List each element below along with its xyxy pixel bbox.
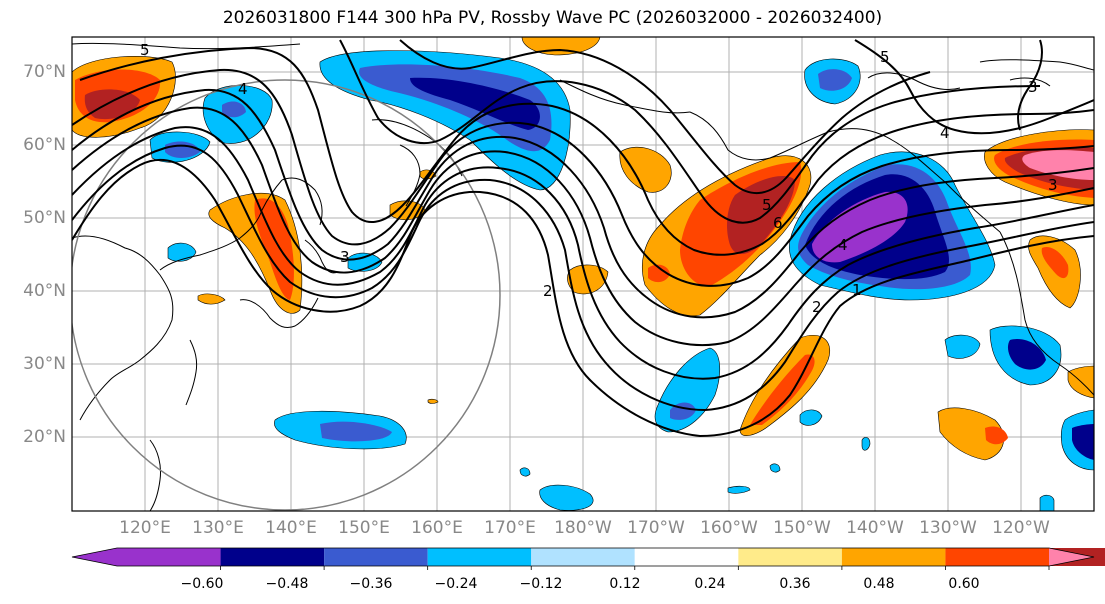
- contour-line: [1017, 39, 1043, 131]
- lon-label: 130°W: [919, 518, 977, 538]
- lon-label: 170°W: [627, 518, 685, 538]
- contour-line: [72, 144, 1094, 412]
- contour-label: 4: [238, 80, 248, 98]
- coastlines: [72, 42, 1094, 511]
- lon-label: 140°E: [265, 518, 317, 538]
- map-title: 2026031800 F144 300 hPa PV, Rossby Wave …: [222, 8, 883, 28]
- colorbar-tick-label: −0.12: [519, 576, 563, 592]
- contour-line: [72, 68, 1094, 287]
- lon-label: 150°E: [338, 518, 390, 538]
- lat-label: 30°N: [23, 354, 66, 374]
- colorbar-tick-label: −0.60: [180, 576, 224, 592]
- contour-label: 5: [880, 48, 890, 66]
- contour-line: [72, 159, 1094, 438]
- colorbar-tick-label: −0.24: [434, 576, 478, 592]
- colorbar-tick-label: 0.60: [948, 576, 980, 592]
- map-frame: [71, 36, 1095, 512]
- reference-circle: [72, 79, 501, 511]
- lon-label: 160°E: [411, 518, 463, 538]
- colorbar-tick-label: 0.48: [863, 576, 895, 592]
- colorbar-tick-label: −0.48: [265, 576, 309, 592]
- contour-label: 4: [838, 236, 848, 254]
- lat-label: 60°N: [23, 135, 66, 155]
- colorbar-tick-label: 0.12: [609, 576, 641, 592]
- contour-label: 4: [940, 124, 950, 142]
- anomaly-min-core: [812, 191, 908, 263]
- lon-label: 160°W: [700, 518, 758, 538]
- contour-label: 3: [340, 248, 350, 266]
- colorbar-tick-label: −0.36: [349, 576, 393, 592]
- contour-line: [79, 46, 1094, 256]
- pv-contours: [72, 39, 1094, 438]
- pv-anomaly-shading: [72, 37, 1094, 511]
- contour-label: 1: [852, 281, 862, 299]
- contour-label: 5: [140, 41, 150, 59]
- lon-label: 120°W: [992, 518, 1050, 538]
- lat-label: 20°N: [23, 427, 66, 447]
- lon-label: 180°W: [554, 518, 612, 538]
- lon-label: 120°E: [119, 518, 171, 538]
- contour-labels: 5 4 3 2 6 5 4 2 1 3 4 5 3: [140, 41, 1058, 316]
- lon-label: 150°W: [773, 518, 831, 538]
- contour-label: 3: [1028, 78, 1038, 96]
- contour-line: [72, 88, 1094, 319]
- lat-label: 40°N: [23, 281, 66, 301]
- contour-line: [72, 126, 1094, 380]
- contour-label: 2: [543, 282, 553, 300]
- contour-label: 2: [812, 298, 822, 316]
- colorbar-tick-label: 0.24: [694, 576, 726, 592]
- lon-label: 140°W: [846, 518, 904, 538]
- contour-line: [854, 39, 1094, 135]
- lat-label: 50°N: [23, 208, 66, 228]
- contour-label: 6: [773, 214, 783, 232]
- lon-label: 170°E: [484, 518, 536, 538]
- lon-label: 130°E: [192, 518, 244, 538]
- contour-label: 3: [1048, 176, 1058, 194]
- colorbar-tick-label: 0.36: [779, 576, 811, 592]
- contour-line: [339, 39, 1041, 224]
- contour-line: [72, 106, 1094, 347]
- contour-line: [399, 39, 931, 194]
- contour-label: 5: [762, 196, 772, 214]
- lat-label: 70°N: [23, 62, 66, 82]
